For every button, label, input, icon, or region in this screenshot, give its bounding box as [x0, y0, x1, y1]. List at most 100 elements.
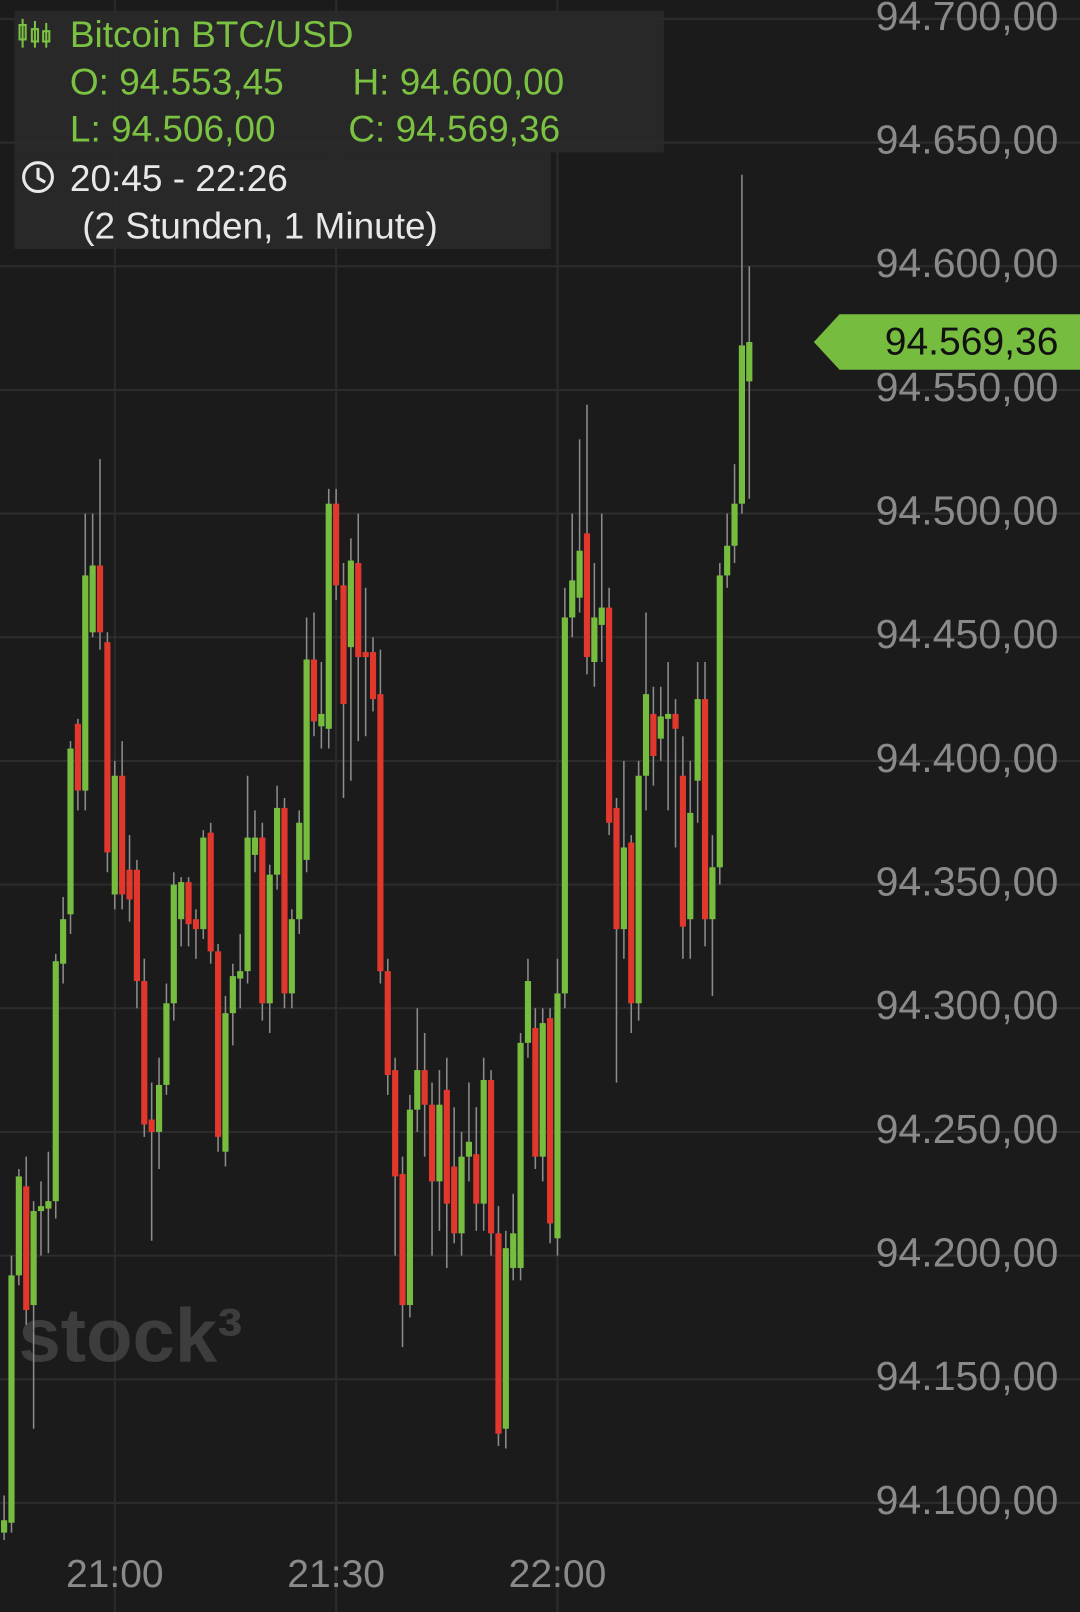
high-label: H: 94.600,00 — [352, 61, 564, 102]
candle-body — [244, 837, 251, 972]
candle-body — [45, 1201, 52, 1209]
y-tick-label: 94.700,00 — [876, 0, 1059, 39]
candle-body — [428, 1104, 436, 1182]
candle-body — [532, 1028, 539, 1157]
candle-body — [451, 1166, 458, 1234]
candle-body — [738, 345, 746, 504]
candle-body — [1, 1520, 8, 1533]
candle-body — [104, 642, 111, 853]
candle-body — [362, 652, 369, 658]
candle-body — [480, 1079, 487, 1204]
candle-body — [443, 1089, 450, 1204]
candle-body — [60, 919, 67, 964]
time-range: 20:45 - 22:26 — [70, 158, 288, 199]
y-tick-label: 94.200,00 — [876, 1229, 1059, 1275]
candle-body — [192, 919, 200, 930]
candle-body — [288, 919, 295, 994]
candle-body — [517, 1042, 524, 1268]
candle-body — [318, 713, 325, 727]
symbol: Bitcoin BTC/USD — [70, 14, 354, 55]
clock-icon — [22, 161, 54, 194]
candle-body — [141, 981, 148, 1125]
candle-body — [406, 1109, 413, 1306]
candle-body — [119, 775, 126, 895]
price-tag-bg — [813, 314, 1080, 370]
candle-body — [155, 1084, 163, 1132]
candles — [1, 174, 753, 1541]
y-tick-label: 94.400,00 — [876, 735, 1059, 781]
y-tick-label: 94.600,00 — [876, 240, 1059, 286]
info-box: Bitcoin BTC/USD O: 94.553,45 H: 94.600,0… — [14, 10, 664, 250]
candle-body — [687, 812, 694, 920]
y-tick-label: 94.650,00 — [876, 116, 1059, 162]
duration: (2 Stunden, 1 Minute) — [82, 205, 438, 246]
candle-body — [650, 713, 657, 756]
candle-body — [642, 694, 650, 776]
candle-body — [303, 659, 310, 860]
candle-body — [369, 652, 377, 700]
candle-body — [15, 1176, 22, 1276]
candle-body — [613, 807, 620, 930]
candle-body — [620, 847, 627, 930]
open-label: O: 94.553,45 — [70, 61, 284, 102]
watermark: stock³ — [18, 1293, 242, 1378]
candle-body — [377, 694, 384, 972]
candle-body — [310, 659, 318, 722]
candle-body — [96, 565, 104, 633]
candle-body — [569, 580, 576, 618]
candle-body — [524, 981, 532, 1043]
candle-body — [163, 1003, 170, 1085]
time-box-bg — [14, 152, 551, 250]
candle-body — [200, 837, 207, 930]
info-box-bg — [14, 10, 664, 153]
candle-body — [591, 617, 598, 662]
candle-body — [170, 884, 177, 1004]
y-tick-label: 94.450,00 — [876, 611, 1059, 657]
candle-body — [325, 503, 332, 729]
candle-body — [679, 775, 686, 927]
candle-body — [214, 951, 222, 1137]
candle-body — [598, 607, 605, 625]
candle-body — [458, 1156, 465, 1234]
candle-body — [561, 617, 568, 994]
candle-body — [229, 976, 236, 1014]
candle-body — [465, 1141, 473, 1157]
x-tick-label: 21:00 — [66, 1553, 164, 1596]
candle-body — [340, 585, 347, 705]
candle-body — [606, 607, 613, 823]
y-tick-label: 94.100,00 — [876, 1477, 1059, 1523]
price-tag: 94.569,36 — [813, 314, 1080, 370]
candle-body — [665, 713, 672, 719]
candle-body — [701, 699, 709, 920]
candle-body — [628, 842, 635, 1004]
candle-body — [133, 869, 140, 982]
candle-body — [487, 1079, 495, 1234]
low-label: L: 94.506,00 — [70, 109, 276, 150]
candle-body — [355, 563, 362, 658]
candle-body — [222, 1013, 229, 1152]
candle-body — [694, 699, 701, 781]
y-tick-label: 94.500,00 — [876, 487, 1059, 533]
candle-body — [399, 1173, 406, 1306]
y-tick-label: 94.250,00 — [876, 1106, 1059, 1152]
candle-body — [746, 342, 753, 382]
y-tick-label: 94.550,00 — [876, 364, 1059, 410]
y-tick-label: 94.150,00 — [876, 1353, 1059, 1399]
candle-body — [347, 560, 354, 648]
y-tick-label: 94.350,00 — [876, 858, 1059, 904]
candle-body — [82, 575, 89, 791]
candle-body — [510, 1233, 517, 1268]
candle-body — [148, 1119, 155, 1132]
candle-body — [266, 874, 273, 1004]
candle-body — [67, 748, 74, 915]
y-axis: 94.100,00 94.150,00 94.200,00 94.250,00 94.3… — [66, 0, 1058, 1596]
candle-body — [576, 550, 583, 598]
candle-body — [583, 533, 591, 658]
candle-body — [74, 723, 81, 791]
close-label: C: 94.569,36 — [348, 109, 560, 150]
candle-body — [281, 807, 288, 994]
candle-body — [30, 1211, 37, 1306]
candle-body — [237, 971, 244, 979]
